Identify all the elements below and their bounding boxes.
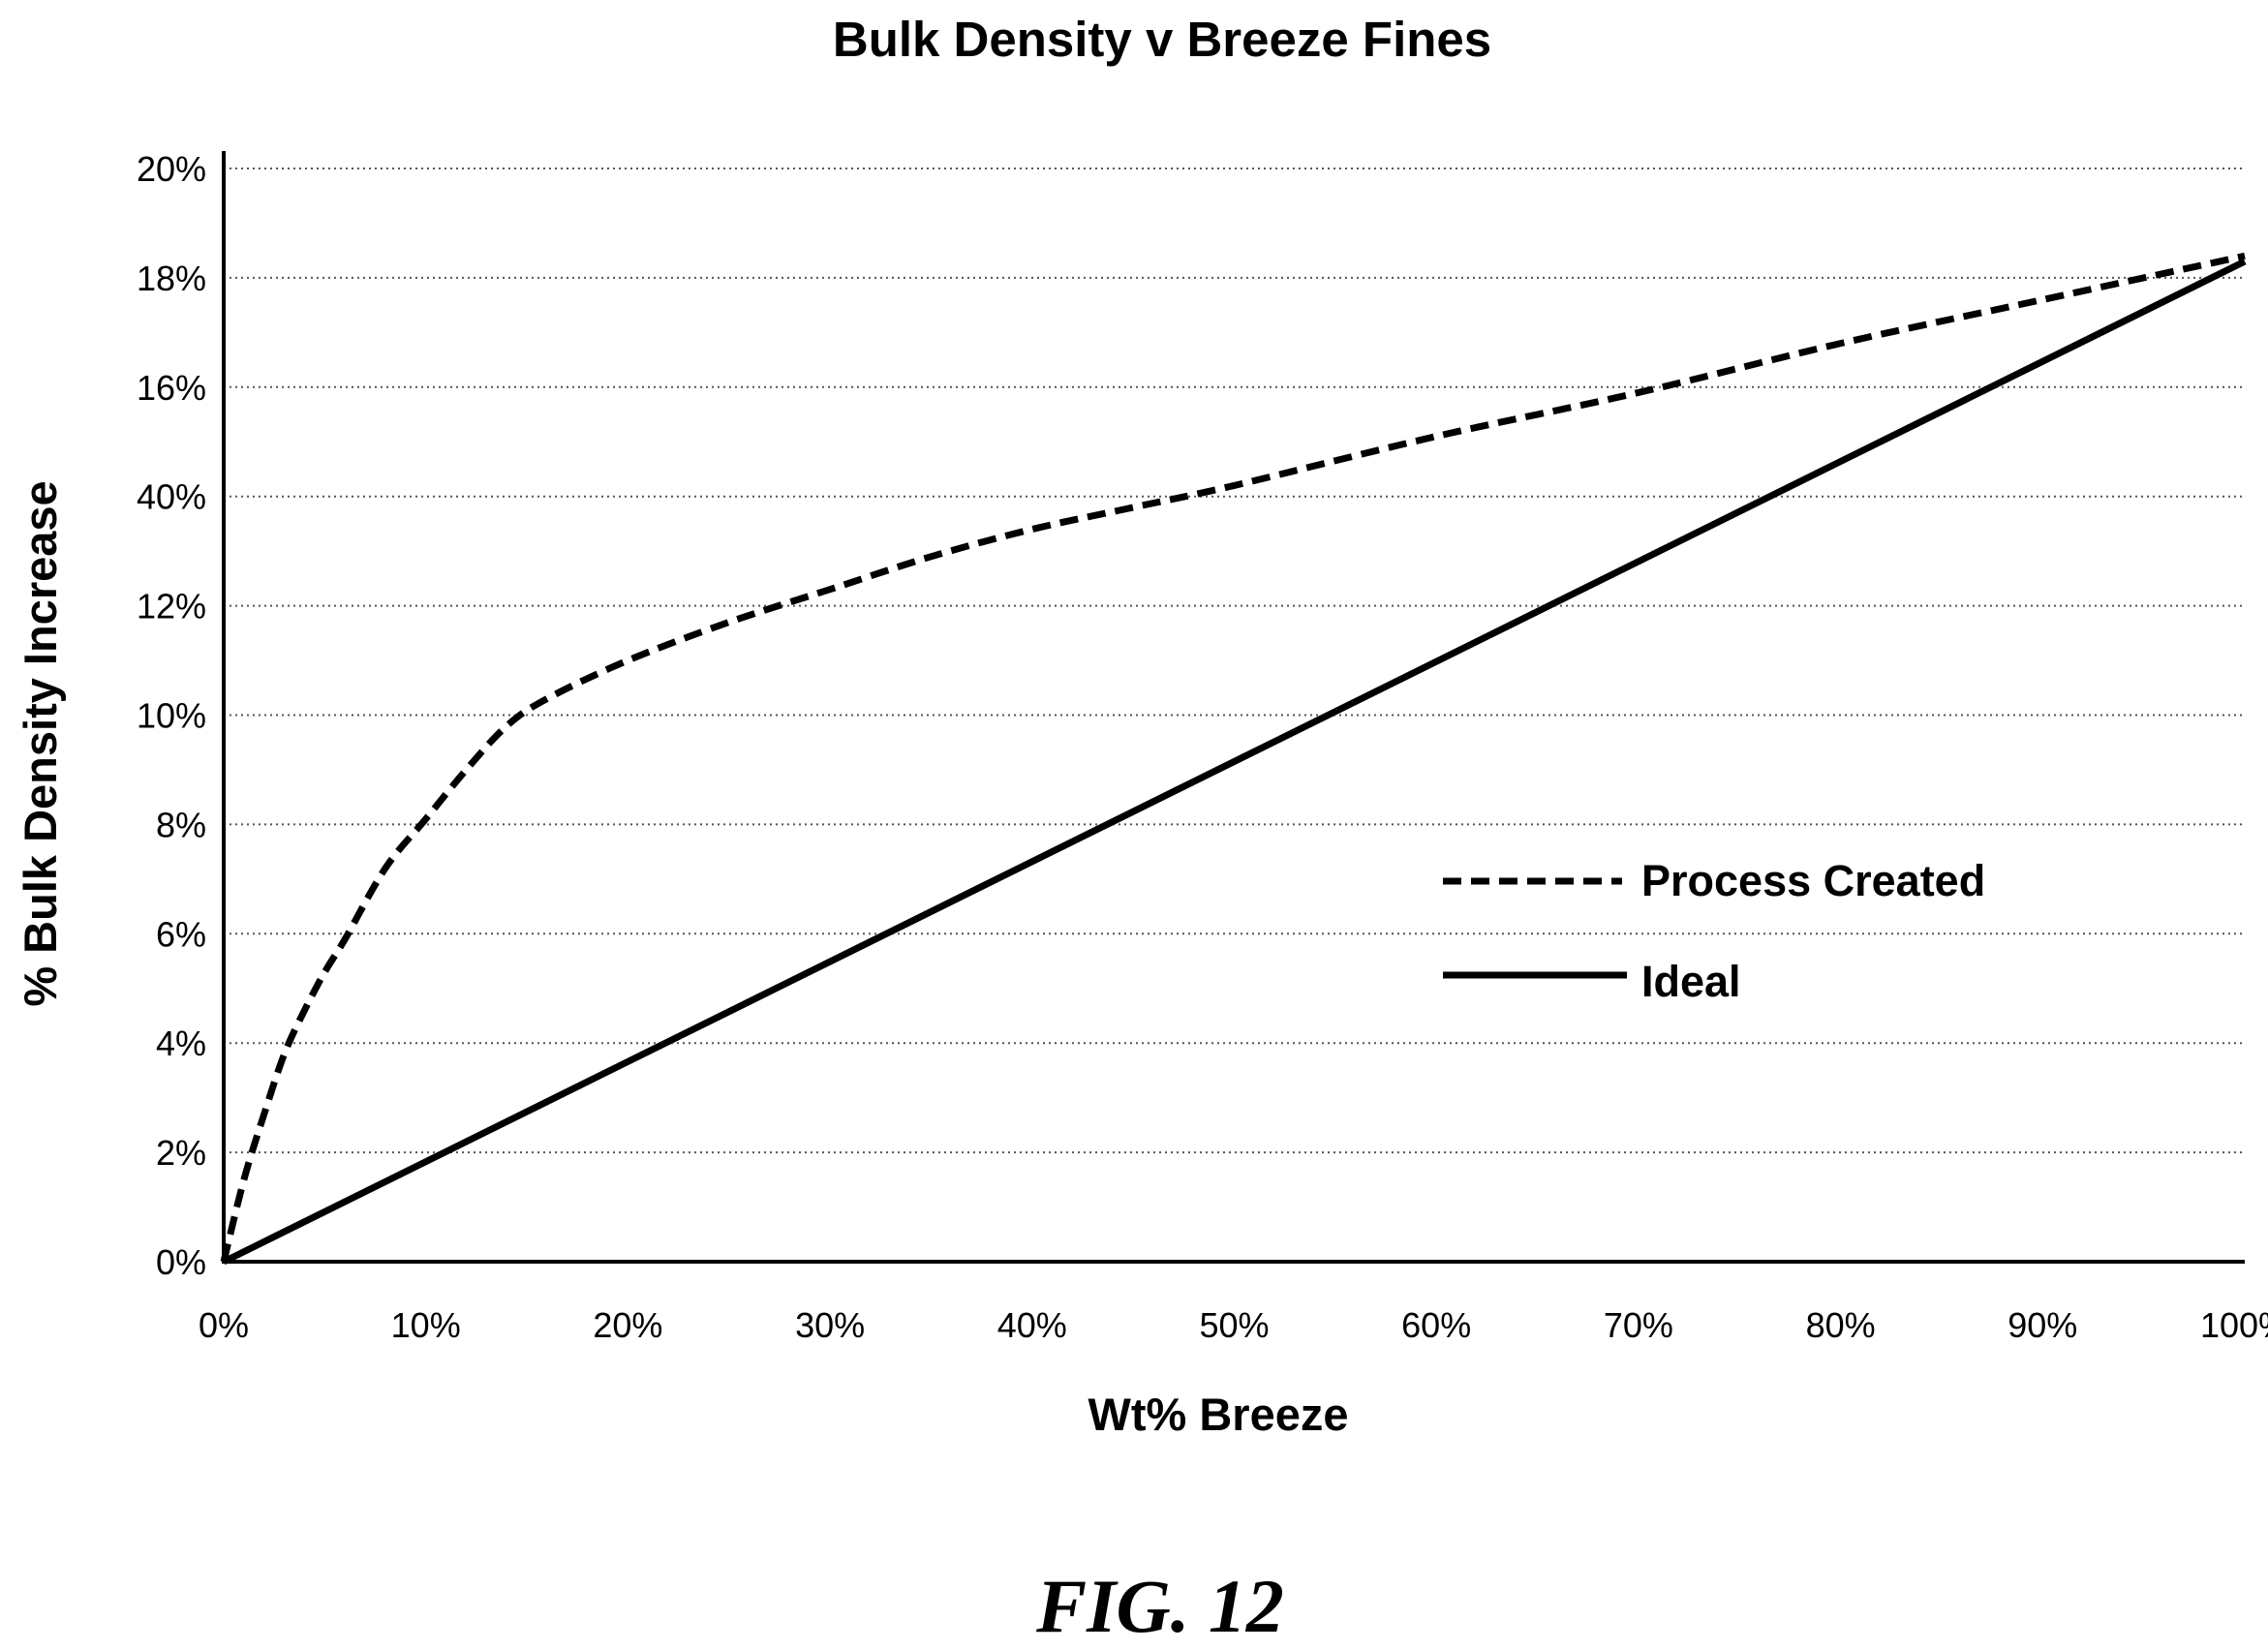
x-tick-label: 60% — [1401, 1305, 1471, 1345]
series-line-process-created — [220, 252, 2246, 1263]
figure-caption: FIG. 12 — [1035, 1564, 1284, 1648]
y-tick-label: 6% — [156, 914, 206, 954]
gridlines — [224, 168, 2245, 1154]
y-tick-label: 18% — [137, 259, 206, 298]
legend-label-ideal: Ideal — [1641, 957, 1741, 1006]
x-tick-label: 90% — [2007, 1305, 2077, 1345]
x-tick-label: 50% — [1199, 1305, 1269, 1345]
axes — [222, 151, 2245, 1264]
x-tick-label: 0% — [199, 1305, 249, 1345]
chart-title: Bulk Density v Breeze Fines — [833, 12, 1491, 67]
y-tick-label: 12% — [137, 587, 206, 626]
legend-label-process-created: Process Created — [1641, 856, 1985, 905]
x-tick-label: 30% — [795, 1305, 865, 1345]
x-tick-label: 40% — [997, 1305, 1067, 1345]
y-tick-label: 16% — [137, 368, 206, 408]
y-tick-label: 0% — [156, 1242, 206, 1282]
series-line-ideal — [222, 258, 2247, 1266]
x-tick-label: 70% — [1604, 1305, 1673, 1345]
x-tick-label: 20% — [593, 1305, 662, 1345]
y-axis-label: % Bulk Density Increase — [15, 480, 66, 1006]
y-tick-label: 40% — [137, 477, 206, 517]
x-tick-label: 10% — [391, 1305, 461, 1345]
y-tick-label: 20% — [137, 149, 206, 189]
y-tick-label: 4% — [156, 1024, 206, 1063]
x-tick-label: 100% — [2200, 1305, 2268, 1345]
x-axis-ticks: 0% 10% 20% 30% 40% 50% 60% 70% 80% 90% 100% — [199, 1305, 2268, 1345]
y-tick-label: 8% — [156, 805, 206, 844]
x-tick-label: 80% — [1806, 1305, 1876, 1345]
series-lines — [220, 252, 2247, 1266]
legend: Process Created Ideal — [1443, 856, 1985, 1006]
y-tick-label: 10% — [137, 696, 206, 736]
y-tick-label: 2% — [156, 1133, 206, 1173]
y-axis-ticks: 0% 2% 4% 6% 8% 10% 12% 40% 16% 18% 20% — [137, 149, 206, 1282]
x-axis-label: Wt% Breeze — [1088, 1389, 1348, 1440]
